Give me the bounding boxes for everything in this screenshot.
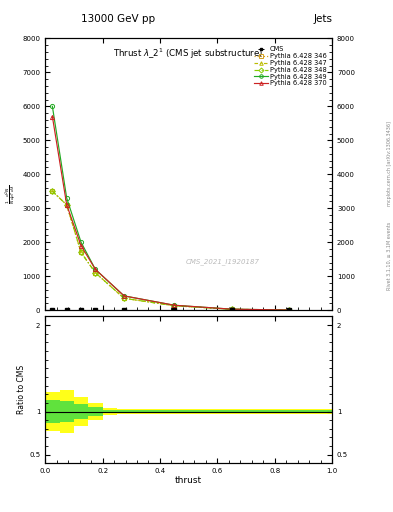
Text: Rivet 3.1.10, ≥ 3.1M events: Rivet 3.1.10, ≥ 3.1M events (387, 222, 392, 290)
Pythia 6.428 346 (50, 188, 55, 195)
Pythia 6.428 347 (287, 307, 292, 313)
Pythia 6.428 348 (64, 202, 69, 208)
Pythia 6.428 347 (172, 303, 177, 309)
Pythia 6.428 347 (93, 270, 98, 276)
Pythia 6.428 349 (79, 239, 83, 245)
Pythia 6.428 370 (79, 243, 83, 249)
Pythia 6.428 347 (64, 202, 69, 208)
Pythia 6.428 370 (93, 266, 98, 272)
Pythia 6.428 346 (79, 249, 83, 255)
Text: CMS_2021_I1920187: CMS_2021_I1920187 (186, 258, 260, 265)
Pythia 6.428 347 (79, 249, 83, 255)
Pythia 6.428 346 (93, 270, 98, 276)
Text: Thrust $\lambda\_2^1$ (CMS jet substructure): Thrust $\lambda\_2^1$ (CMS jet substruct… (114, 47, 264, 61)
Pythia 6.428 346 (287, 307, 292, 313)
Line: Pythia 6.428 347: Pythia 6.428 347 (50, 189, 291, 312)
Pythia 6.428 370 (50, 114, 55, 120)
Pythia 6.428 348 (79, 249, 83, 255)
Pythia 6.428 348 (287, 307, 292, 313)
Pythia 6.428 370 (122, 293, 127, 299)
Pythia 6.428 349 (172, 302, 177, 308)
Pythia 6.428 349 (122, 293, 127, 299)
Legend: CMS, Pythia 6.428 346, Pythia 6.428 347, Pythia 6.428 348, Pythia 6.428 349, Pyt: CMS, Pythia 6.428 346, Pythia 6.428 347,… (252, 45, 329, 89)
Pythia 6.428 370 (172, 302, 177, 308)
Pythia 6.428 349 (230, 306, 234, 312)
Line: Pythia 6.428 346: Pythia 6.428 346 (50, 189, 291, 312)
Text: $\frac{1}{N}\frac{d^2N}{dp_T\,d\lambda}$: $\frac{1}{N}\frac{d^2N}{dp_T\,d\lambda}$ (3, 185, 19, 204)
Pythia 6.428 349 (50, 103, 55, 110)
Pythia 6.428 370 (287, 307, 292, 313)
Pythia 6.428 348 (230, 306, 234, 312)
Pythia 6.428 349 (287, 307, 292, 313)
Pythia 6.428 370 (64, 202, 69, 208)
Pythia 6.428 347 (122, 295, 127, 302)
Pythia 6.428 348 (122, 295, 127, 302)
Pythia 6.428 346 (122, 295, 127, 302)
Pythia 6.428 370 (230, 306, 234, 312)
Text: mcplots.cern.ch [arXiv:1306.3436]: mcplots.cern.ch [arXiv:1306.3436] (387, 121, 392, 206)
Line: Pythia 6.428 349: Pythia 6.428 349 (50, 104, 291, 312)
X-axis label: thrust: thrust (175, 476, 202, 485)
Pythia 6.428 348 (93, 270, 98, 276)
Text: 13000 GeV pp: 13000 GeV pp (81, 14, 155, 25)
Line: Pythia 6.428 370: Pythia 6.428 370 (50, 115, 291, 312)
Pythia 6.428 349 (93, 266, 98, 272)
Pythia 6.428 346 (172, 303, 177, 309)
Line: Pythia 6.428 348: Pythia 6.428 348 (50, 189, 291, 312)
Pythia 6.428 348 (50, 188, 55, 195)
Pythia 6.428 347 (230, 306, 234, 312)
Y-axis label: Ratio to CMS: Ratio to CMS (17, 366, 26, 415)
Pythia 6.428 348 (172, 303, 177, 309)
Pythia 6.428 346 (64, 202, 69, 208)
Pythia 6.428 349 (64, 195, 69, 201)
Pythia 6.428 346 (230, 306, 234, 312)
Text: Jets: Jets (313, 14, 332, 25)
Pythia 6.428 347 (50, 188, 55, 195)
